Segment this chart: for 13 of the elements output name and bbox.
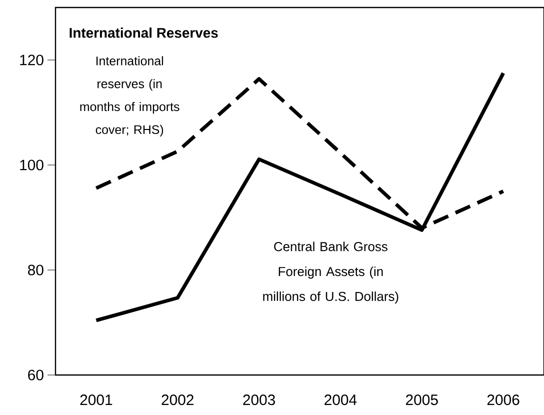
series-label: International reserves (in months of imports cover; RHS) xyxy=(80,56,180,137)
y-tick-label: 80 xyxy=(28,264,44,276)
x-tick-label: 2002 xyxy=(162,394,194,406)
text: International Reserves xyxy=(70,28,218,38)
y-tick-label: 60 xyxy=(28,370,44,380)
series-label: Central Bank Gross Foreign Assets (in millions of U.S. Dollars) xyxy=(263,242,398,304)
x-tick-label: 2001 xyxy=(80,394,112,406)
x-tick-label: 2004 xyxy=(324,394,357,406)
x-tick-label: 2006 xyxy=(487,394,520,406)
y-tick-label: 100 xyxy=(20,160,44,170)
x-tick-label: 2005 xyxy=(406,394,438,406)
x-tick-label: 2003 xyxy=(243,394,276,406)
y-tick-label: 120 xyxy=(20,54,44,66)
